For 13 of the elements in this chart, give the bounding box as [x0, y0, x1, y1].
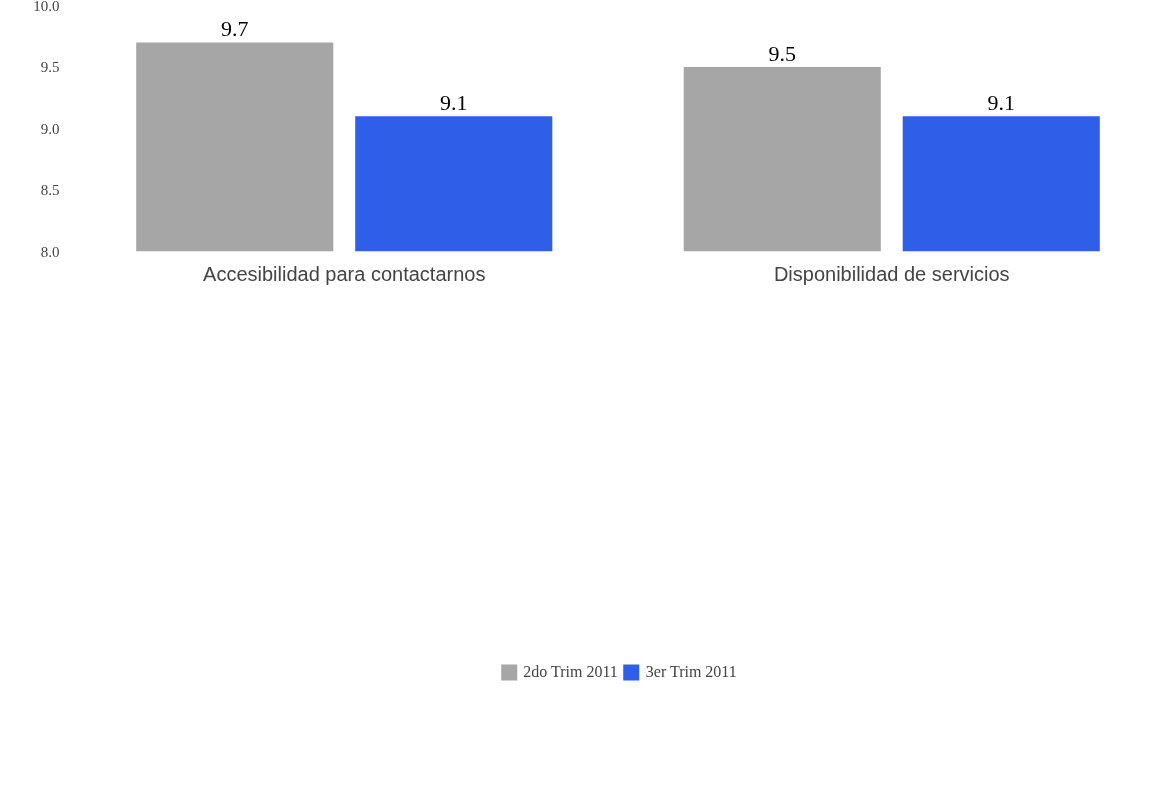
data-label: 9.1	[987, 90, 1015, 116]
x-tick-label: Accesibilidad para contactarnos	[203, 262, 486, 285]
y-tick-label: 8.5	[40, 182, 60, 198]
y-tick-label: 9.0	[40, 120, 60, 137]
y-tick-label: 8.0	[40, 243, 60, 260]
legend-label: 3er Trim 2011	[645, 663, 737, 681]
data-label: 9.7	[221, 16, 249, 42]
x-tick-label: Disponibilidad de servicios	[773, 262, 1010, 285]
legend-label: 2do Trim 2011	[523, 663, 618, 681]
data-label: 9.1	[440, 90, 468, 116]
y-tick-label: 9.5	[40, 59, 60, 75]
y-tick-label: 10.0	[33, 0, 60, 14]
data-label: 9.5	[768, 41, 796, 66]
